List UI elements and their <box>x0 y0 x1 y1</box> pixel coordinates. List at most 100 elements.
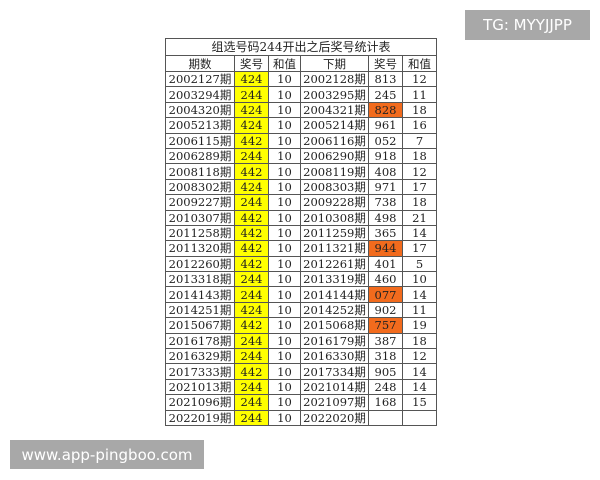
cell-number: 424 <box>234 178 269 196</box>
cell-next-sum: 16 <box>402 117 437 134</box>
cell-period: 2014251期 <box>165 301 235 319</box>
cell-period: 2022019期 <box>165 409 235 426</box>
cell-next-number: 460 <box>368 271 403 288</box>
cell-sum: 10 <box>268 394 301 411</box>
cell-number: 244 <box>234 378 269 396</box>
cell-sum: 10 <box>268 378 301 396</box>
table-row: 2006115期 442 10 2006116期 052 7 <box>165 132 437 149</box>
cell-sum: 10 <box>268 286 301 303</box>
cell-next-number: 365 <box>368 224 403 242</box>
cell-next-sum: 11 <box>402 86 437 103</box>
cell-next-number: 248 <box>368 378 403 396</box>
table-row: 2012260期 442 10 2012261期 401 5 <box>165 255 437 273</box>
cell-next-number <box>368 409 403 426</box>
cell-number: 244 <box>234 332 269 350</box>
cell-sum: 10 <box>268 194 301 211</box>
cell-next-number: 902 <box>368 301 403 319</box>
cell-next-period: 2005214期 <box>300 117 369 134</box>
cell-next-number: 757 <box>368 317 403 334</box>
cell-number: 244 <box>234 147 269 165</box>
cell-period: 2004320期 <box>165 101 235 119</box>
cell-period: 2013318期 <box>165 271 235 288</box>
cell-next-period: 2014144期 <box>300 286 369 303</box>
cell-sum: 10 <box>268 147 301 165</box>
cell-sum: 10 <box>268 101 301 119</box>
cell-sum: 10 <box>268 301 301 319</box>
cell-next-number: 905 <box>368 363 403 380</box>
cell-next-sum: 12 <box>402 70 437 88</box>
table-row: 2011258期 442 10 2011259期 365 14 <box>165 224 437 242</box>
cell-sum: 10 <box>268 271 301 288</box>
cell-next-period: 2012261期 <box>300 255 369 273</box>
cell-next-period: 2008119期 <box>300 163 369 180</box>
cell-next-sum: 17 <box>402 178 437 196</box>
cell-next-number: 245 <box>368 86 403 103</box>
watermark-top: TG: MYYJJPP <box>465 10 590 40</box>
cell-period: 2017333期 <box>165 363 235 380</box>
cell-next-sum: 12 <box>402 348 437 365</box>
cell-sum: 10 <box>268 178 301 196</box>
cell-next-sum: 18 <box>402 194 437 211</box>
cell-next-period: 2016330期 <box>300 348 369 365</box>
cell-period: 2009227期 <box>165 194 235 211</box>
table-row: 2011320期 442 10 2011321期 944 17 <box>165 240 437 257</box>
cell-next-sum: 17 <box>402 240 437 257</box>
cell-period: 2011258期 <box>165 224 235 242</box>
cell-next-period: 2021014期 <box>300 378 369 396</box>
cell-period: 2003294期 <box>165 86 235 103</box>
table-row: 2005213期 424 10 2005214期 961 16 <box>165 117 437 134</box>
cell-period: 2016329期 <box>165 348 235 365</box>
cell-period: 2015067期 <box>165 317 235 334</box>
cell-period: 2016178期 <box>165 332 235 350</box>
cell-number: 424 <box>234 101 269 119</box>
cell-number: 244 <box>234 394 269 411</box>
cell-sum: 10 <box>268 317 301 334</box>
table-row: 2017333期 442 10 2017334期 905 14 <box>165 363 437 380</box>
table-title: 组选号码244开出之后奖号统计表 <box>165 38 437 56</box>
cell-next-sum: 14 <box>402 286 437 303</box>
cell-next-number: 813 <box>368 70 403 88</box>
cell-next-number: 961 <box>368 117 403 134</box>
cell-next-period: 2011321期 <box>300 240 369 257</box>
header-number: 奖号 <box>234 55 269 72</box>
cell-next-number: 944 <box>368 240 403 257</box>
table-row: 2013318期 244 10 2013319期 460 10 <box>165 271 437 288</box>
cell-next-number: 971 <box>368 178 403 196</box>
cell-next-period: 2013319期 <box>300 271 369 288</box>
cell-next-number: 401 <box>368 255 403 273</box>
table-row: 2009227期 244 10 2009228期 738 18 <box>165 194 437 211</box>
cell-next-sum: 19 <box>402 317 437 334</box>
header-next-period: 下期 <box>300 55 369 72</box>
cell-next-sum: 11 <box>402 301 437 319</box>
cell-sum: 10 <box>268 240 301 257</box>
cell-sum: 10 <box>268 363 301 380</box>
cell-next-sum: 12 <box>402 163 437 180</box>
cell-period: 2005213期 <box>165 117 235 134</box>
watermark-bottom: www.app-pingboo.com <box>10 440 204 469</box>
table-row: 2016178期 244 10 2016179期 387 18 <box>165 332 437 350</box>
cell-number: 442 <box>234 240 269 257</box>
table-row: 2003294期 244 10 2003295期 245 11 <box>165 86 437 103</box>
cell-number: 442 <box>234 363 269 380</box>
cell-sum: 10 <box>268 163 301 180</box>
cell-sum: 10 <box>268 224 301 242</box>
cell-number: 442 <box>234 224 269 242</box>
cell-sum: 10 <box>268 209 301 226</box>
cell-period: 2021096期 <box>165 394 235 411</box>
table-row: 2016329期 244 10 2016330期 318 12 <box>165 348 437 365</box>
header-next-number: 奖号 <box>368 55 403 72</box>
cell-number: 442 <box>234 209 269 226</box>
cell-number: 244 <box>234 409 269 426</box>
cell-sum: 10 <box>268 132 301 149</box>
cell-next-number: 828 <box>368 101 403 119</box>
cell-next-period: 2006116期 <box>300 132 369 149</box>
lottery-stats-table: 组选号码244开出之后奖号统计表 期数 奖号 和值 下期 奖号 和值 2002127期 42… <box>165 38 437 426</box>
header-row: 期数 奖号 和值 下期 奖号 和值 <box>165 55 437 72</box>
cell-number: 442 <box>234 317 269 334</box>
cell-number: 424 <box>234 70 269 88</box>
cell-period: 2012260期 <box>165 255 235 273</box>
table-row: 2014143期 244 10 2014144期 077 14 <box>165 286 437 303</box>
cell-next-number: 738 <box>368 194 403 211</box>
cell-next-number: 077 <box>368 286 403 303</box>
cell-next-sum: 15 <box>402 394 437 411</box>
